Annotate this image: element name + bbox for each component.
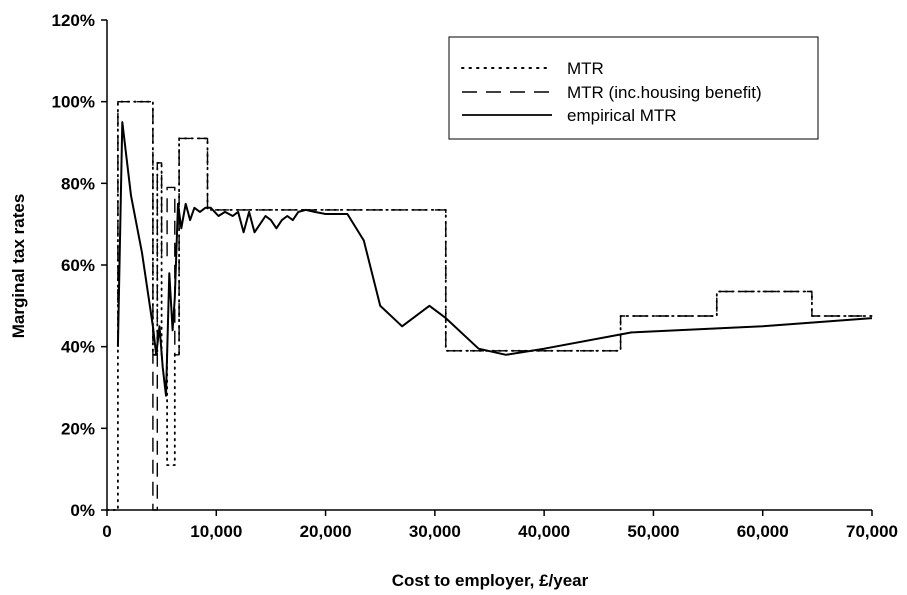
y-tick-label: 40%	[61, 338, 95, 357]
y-tick-label: 0%	[70, 501, 95, 520]
x-tick-label: 30,000	[409, 522, 461, 541]
x-tick-label: 0	[102, 522, 111, 541]
y-axis-title: Marginal tax rates	[9, 194, 28, 339]
legend: MTR MTR (inc.housing benefit) empirical …	[448, 36, 819, 140]
x-axis-ticks: 0 10,000 20,000 30,000 40,000 50,000 60,000 70,…	[102, 510, 898, 541]
legend-label-empirical: empirical MTR	[567, 106, 677, 125]
x-tick-label: 40,000	[518, 522, 570, 541]
y-axis-ticks: 0% 20% 40% 60% 80% 100% 120%	[52, 11, 107, 520]
series-line-mtr	[106, 100, 873, 511]
series-line-mtr-housing	[117, 101, 872, 511]
x-tick-label: 50,000	[627, 522, 679, 541]
x-tick-label: 60,000	[737, 522, 789, 541]
legend-label-mtr-housing: MTR (inc.housing benefit)	[567, 83, 762, 102]
legend-box	[448, 36, 819, 140]
x-tick-label: 70,000	[846, 522, 898, 541]
series-line-empirical	[116, 121, 873, 397]
x-axis-title: Cost to employer, £/year	[392, 571, 589, 590]
x-tick-label: 20,000	[300, 522, 352, 541]
y-tick-label: 120%	[52, 11, 95, 30]
y-tick-label: 100%	[52, 93, 95, 112]
y-tick-label: 80%	[61, 174, 95, 193]
x-tick-label: 10,000	[190, 522, 242, 541]
y-tick-label: 20%	[61, 419, 95, 438]
legend-label-mtr: MTR	[567, 59, 604, 78]
y-tick-label: 60%	[61, 256, 95, 275]
series-layer	[106, 100, 873, 511]
